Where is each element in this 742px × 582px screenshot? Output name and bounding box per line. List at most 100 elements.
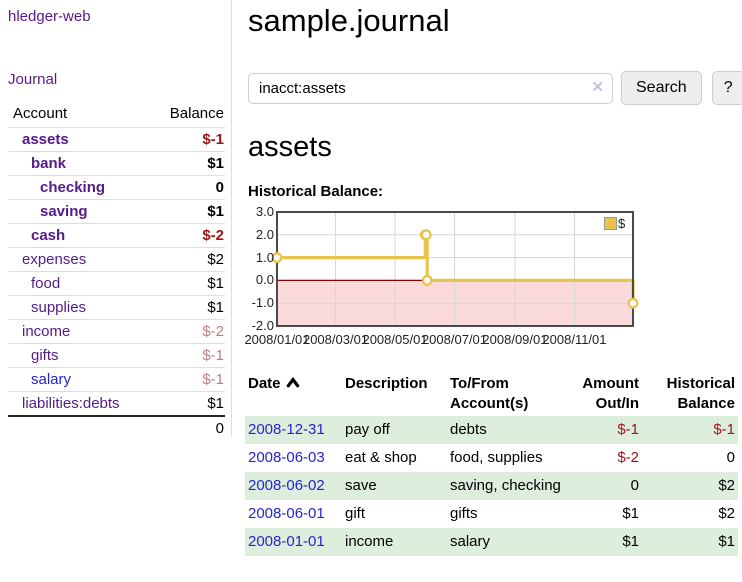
transaction-accounts: food, supplies (450, 449, 543, 466)
account-link[interactable]: bank (31, 154, 67, 172)
account-row: bank $1 (8, 151, 225, 175)
transaction-balance: $-1 (713, 421, 735, 438)
register-header-to-from-account-s-: To/From Account(s) (450, 375, 529, 412)
search-input[interactable] (248, 72, 613, 104)
transaction-balance: $2 (718, 477, 735, 494)
chart-legend: $ (604, 216, 625, 231)
account-link[interactable]: salary (31, 370, 72, 388)
transaction-accounts: debts (450, 421, 487, 438)
account-link[interactable]: cash (31, 226, 66, 244)
account-title: assets (248, 131, 332, 163)
account-balance: $1 (207, 394, 224, 412)
register-header-date[interactable]: Date (245, 370, 342, 416)
account-row: income $-2 (8, 319, 225, 343)
transaction-accounts: salary (450, 533, 491, 550)
account-row: food $1 (8, 271, 225, 295)
transaction-description: income (345, 533, 394, 550)
x-tick-label: 2008/11/01 (542, 332, 607, 347)
transaction-description: eat & shop (345, 449, 417, 466)
account-balance: $-1 (202, 346, 224, 364)
account-link[interactable]: gifts (31, 346, 59, 364)
register-row: 2008-06-01 gift gifts $1 $2 (245, 500, 738, 528)
transaction-amount: $1 (622, 505, 639, 522)
transaction-date-link[interactable]: 2008-06-01 (248, 505, 325, 522)
transaction-balance: $2 (718, 505, 735, 522)
account-link[interactable]: income (22, 322, 71, 340)
account-balance: $-1 (202, 130, 224, 148)
account-row: saving $1 (8, 199, 225, 223)
account-link[interactable]: expenses (22, 250, 87, 268)
account-balance: $-1 (202, 370, 224, 388)
account-link[interactable]: liabilities:debts (22, 394, 120, 412)
transaction-description: gift (345, 505, 366, 522)
account-link[interactable]: saving (40, 202, 88, 220)
sidebar: hledger-web Journal Account Balance asse… (0, 0, 232, 437)
accounts-table: Account Balance assets $-1 bank $1 checking 0… (8, 105, 225, 440)
register-header-description: Description (345, 375, 428, 392)
account-balance: 0 (215, 178, 224, 196)
legend-swatch-icon (604, 217, 617, 230)
account-link[interactable]: food (31, 274, 61, 292)
register-header-historical-balance: Historical Balance (666, 375, 735, 412)
chart-label: Historical Balance: (248, 183, 384, 200)
legend-label: $ (618, 216, 626, 231)
register-row: 2008-06-02 save saving, checking 0 $2 (245, 472, 738, 500)
y-tick-label: 0.0 (255, 272, 274, 288)
accounts-header-balance: Balance (169, 105, 224, 123)
help-button[interactable]: ? (711, 71, 742, 105)
account-row: cash $-2 (8, 223, 225, 247)
x-tick-label: 2008/03/01 (302, 332, 369, 347)
transaction-date-link[interactable]: 2008-01-01 (248, 533, 325, 550)
search-form: ✕ Search ? (248, 71, 742, 105)
x-tick-label: 2008/01/01 (244, 332, 310, 347)
account-row: supplies $1 (8, 295, 225, 319)
search-box: ✕ (248, 72, 613, 104)
transaction-amount: $-1 (617, 421, 639, 438)
transaction-date-link[interactable]: 2008-06-02 (248, 477, 325, 494)
account-row: expenses $2 (8, 247, 225, 271)
search-button[interactable]: Search (621, 71, 702, 105)
page-title: sample.journal (248, 3, 450, 38)
sort-ascending-icon (286, 374, 300, 394)
account-link[interactable]: assets (22, 130, 69, 148)
transaction-accounts: saving, checking (450, 477, 561, 494)
register-header-amount-out-in: Amount Out/In (582, 375, 639, 412)
transaction-description: save (345, 477, 377, 494)
y-tick-label: 3.0 (255, 204, 274, 219)
account-row: checking 0 (8, 175, 225, 199)
account-balance: $-2 (202, 322, 224, 340)
register-row: 2008-12-31 pay off debts $-1 $-1 (245, 416, 738, 444)
sidebar-nav: Journal (8, 71, 231, 88)
register-row: 2008-06-03 eat & shop food, supplies $-2 0 (245, 444, 738, 472)
clear-search-icon[interactable]: ✕ (591, 78, 604, 96)
register-row: 2008-01-01 income salary $1 $1 (245, 528, 738, 556)
transaction-amount: $1 (622, 533, 639, 550)
account-balance: $-2 (202, 226, 224, 244)
chart-canvas (271, 211, 639, 327)
y-tick-label: -2.0 (251, 318, 274, 333)
account-balance: $1 (207, 202, 224, 220)
account-row: gifts $-1 (8, 343, 225, 367)
account-balance: $2 (207, 250, 224, 268)
x-tick-label: 2008/07/01 (421, 332, 488, 347)
accounts-total-value: 0 (215, 419, 224, 437)
transaction-date-link[interactable]: 2008-06-03 (248, 449, 325, 466)
x-tick-label: 2008/09/01 (482, 332, 548, 347)
transaction-amount: 0 (630, 477, 639, 494)
transaction-description: pay off (345, 421, 390, 438)
account-link[interactable]: supplies (31, 298, 87, 316)
y-tick-label: -1.0 (251, 295, 274, 311)
x-tick-label: 2008/05/01 (362, 332, 428, 347)
y-tick-label: 1.0 (255, 249, 274, 265)
transaction-date-link[interactable]: 2008-12-31 (248, 421, 325, 438)
transaction-balance: $1 (718, 533, 735, 550)
account-row: assets $-1 (8, 127, 225, 151)
account-balance: $1 (207, 154, 224, 172)
journal-link[interactable]: Journal (8, 71, 58, 88)
account-balance: $1 (207, 298, 224, 316)
account-row: salary $-1 (8, 367, 225, 391)
y-tick-label: 2.0 (255, 226, 274, 242)
transaction-accounts: gifts (450, 505, 478, 522)
brand-link[interactable]: hledger-web (8, 8, 91, 25)
account-link[interactable]: checking (40, 178, 106, 196)
